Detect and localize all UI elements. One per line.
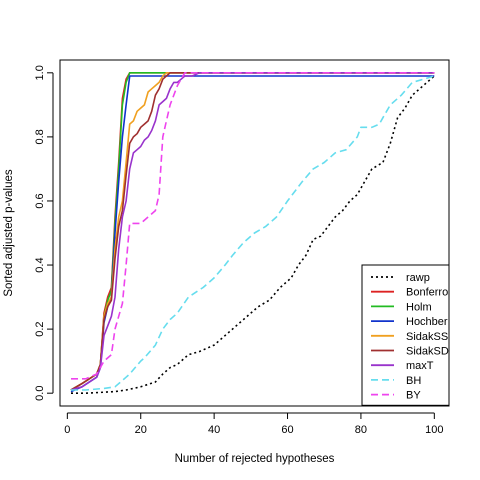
x-tick-label: 0 [64,424,70,436]
y-tick-label: 0.2 [34,321,46,336]
legend-label-sidaksd: SidakSD [406,346,449,358]
legend-label-by: BY [406,390,421,402]
x-tick-label: 100 [425,424,443,436]
legend-label-bonferroni: Bonferro [406,287,448,299]
legend: rawp Bonferro Holm Hochber SidakSS SidakSD max… [361,264,450,406]
legend-label-sidakss: SidakSS [406,331,448,343]
x-axis-title: Number of rejected hypotheses [175,453,335,465]
x-axis: 0 20 40 60 80 100 [64,412,444,436]
legend-entries: rawp Bonferro Holm Hochber SidakSS SidakSD max… [371,272,449,402]
y-axis: 0.0 0.2 0.4 0.6 0.8 1.0 [34,65,54,401]
x-tick-label: 60 [281,424,293,436]
x-tick-label: 40 [208,424,220,436]
legend-label-bh: BH [406,375,421,387]
legend-label-maxt: maxT [406,360,434,372]
x-tick-label: 20 [135,424,147,436]
plot-frame [59,59,450,407]
series-line-sidaksd [70,72,435,391]
legend-label-holm: Holm [406,301,432,313]
x-tick-label: 80 [355,424,367,436]
series-line-bh [71,75,435,391]
legend-label-rawp: rawp [406,272,430,284]
legend-label-hochberg: Hochber [406,316,448,328]
y-tick-label: 0.8 [34,129,46,144]
series-line-maxt [70,72,435,391]
y-tick-label: 0.4 [34,257,46,272]
series-line-rawp [71,75,435,395]
series-lines [70,72,435,395]
y-tick-label: 0.6 [34,193,46,208]
y-tick-label: 1.0 [34,65,46,80]
series-line-by [71,72,435,380]
y-tick-label: 0.0 [34,386,46,401]
y-axis-title: Sorted adjusted p-values [3,169,15,296]
